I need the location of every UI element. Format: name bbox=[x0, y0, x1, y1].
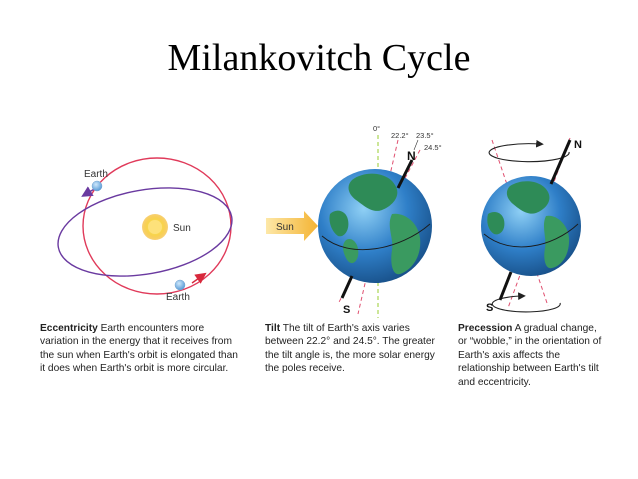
angle-label-245: 24.5° bbox=[424, 143, 442, 152]
precession-panel: N S bbox=[481, 137, 582, 314]
earth-top-icon bbox=[91, 180, 103, 192]
elliptical-orbit bbox=[57, 187, 233, 277]
sun-core bbox=[148, 220, 162, 234]
tilt-caption-text: The tilt of Earth's axis varies between … bbox=[265, 323, 435, 375]
tilt-line-22 bbox=[357, 139, 399, 315]
tilt-axis-north bbox=[396, 159, 414, 189]
precession-axis-north bbox=[549, 139, 572, 185]
eccentricity-caption-text: Earth encounters more variation in the e… bbox=[40, 323, 238, 375]
precession-south-label: S bbox=[486, 302, 493, 314]
precession-top-wobble bbox=[488, 139, 570, 163]
tilt-caption: Tilt The tilt of Earth's axis varies bet… bbox=[265, 322, 445, 376]
angle-label-22: 22.2° bbox=[391, 131, 409, 140]
tilt-panel: Sun N S 0° 22.2° 23.5° 24.5° bbox=[266, 124, 442, 318]
eccentricity-caption: Eccentricity Earth encounters more varia… bbox=[40, 322, 238, 376]
tilt-globe bbox=[318, 169, 432, 283]
tilt-axis-south bbox=[340, 275, 354, 299]
tilt-north-label: N bbox=[407, 149, 416, 163]
earth-bottom-label: Earth bbox=[166, 292, 190, 303]
earth-top-label: Earth bbox=[84, 169, 108, 180]
eccentricity-panel: Sun Earth Earth bbox=[57, 157, 233, 303]
sun-arrow-label: Sun bbox=[276, 222, 294, 233]
angle-label-0: 0° bbox=[373, 124, 380, 133]
angle-label-235: 23.5° bbox=[416, 131, 434, 140]
angle-235-leader bbox=[413, 139, 419, 151]
precession-bottom-wobble bbox=[491, 292, 561, 313]
precession-caption: Precession A gradual change, or “wobble,… bbox=[458, 322, 608, 389]
precession-globe bbox=[481, 176, 581, 276]
tilt-south-label: S bbox=[343, 304, 350, 316]
page-title: Milankovitch Cycle bbox=[167, 37, 471, 79]
sun-label: Sun bbox=[173, 223, 191, 234]
sun-arrow-icon bbox=[266, 211, 318, 241]
eccentricity-caption-heading: Eccentricity bbox=[40, 323, 98, 334]
circular-orbit-arrow bbox=[191, 272, 207, 284]
precession-axis-south bbox=[498, 271, 513, 301]
tilt-caption-heading: Tilt bbox=[265, 323, 281, 334]
precession-north-label: N bbox=[574, 139, 582, 151]
precession-caption-heading: Precession bbox=[458, 323, 513, 334]
precession-caption-text: A gradual change, or “wobble,” in the or… bbox=[458, 323, 602, 388]
earth-bottom-icon bbox=[174, 279, 186, 291]
